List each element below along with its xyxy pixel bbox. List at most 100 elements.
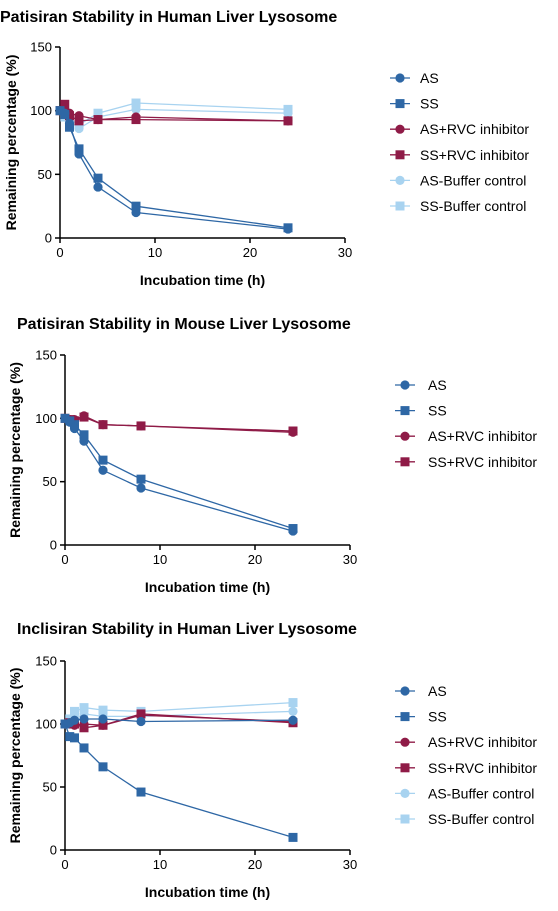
- y-tick-label: 50: [43, 780, 57, 795]
- chart-panel-patisiran-human: Patisiran Stability in Human Liver Lysos…: [0, 0, 558, 300]
- legend-marker: [400, 712, 410, 722]
- x-tick-label: 10: [153, 552, 167, 567]
- data-point-as: [65, 417, 75, 427]
- chart-inclisiran-human: Inclisiran Stability in Human Liver Lyso…: [7, 621, 537, 900]
- legend-item-as: AS: [390, 70, 439, 86]
- series-line-ss: [64, 723, 294, 839]
- y-axis-label: Remaining percentage (%): [3, 55, 19, 231]
- data-point-ss-buffer-control: [79, 703, 89, 713]
- data-point-ss: [74, 144, 84, 154]
- y-tick-label: 0: [50, 843, 57, 858]
- data-point-ss: [98, 762, 108, 772]
- data-point-as-buffer-control: [288, 706, 298, 716]
- data-point-as-rvc-inhibitor: [79, 411, 89, 421]
- chart-title: Inclisiran Stability in Human Liver Lyso…: [17, 621, 357, 638]
- data-point-as-rvc-inhibitor: [283, 116, 293, 126]
- data-point-ss: [136, 787, 146, 797]
- data-point-as-rvc-inhibitor: [131, 112, 141, 122]
- y-tick-label: 0: [45, 231, 52, 246]
- data-point-as-rvc-inhibitor: [98, 720, 108, 730]
- x-tick-label: 0: [56, 245, 63, 260]
- legend-marker: [395, 175, 405, 185]
- data-point-ss-buffer-control: [70, 706, 79, 716]
- legend-marker: [395, 124, 405, 134]
- legend-label: SS+RVC inhibitor: [428, 454, 537, 470]
- y-axis-label: Remaining percentage (%): [7, 362, 23, 538]
- series-line-ss: [59, 110, 289, 229]
- data-point-ss: [79, 743, 89, 753]
- legend-label: AS: [428, 377, 447, 393]
- legend-label: SS-Buffer control: [420, 198, 526, 214]
- chart-panel-patisiran-mouse: Patisiran Stability in Mouse Liver Lysos…: [0, 305, 558, 605]
- data-point-as: [74, 149, 84, 159]
- data-point-ss-rvc-inhibitor: [74, 116, 84, 126]
- legend-label: AS: [420, 70, 439, 86]
- y-tick-label: 150: [30, 40, 52, 55]
- x-axis-label: Incubation time (h): [140, 272, 265, 288]
- data-point-as: [93, 182, 103, 192]
- data-point-ss: [98, 455, 108, 465]
- legend-item-ss-rvc-inhibitor: SS+RVC inhibitor: [395, 760, 537, 776]
- series-ss: [55, 106, 293, 233]
- legend-item-ss-rvc-inhibitor: SS+RVC inhibitor: [395, 454, 537, 470]
- data-point-as: [69, 423, 80, 434]
- legend-item-ss: SS: [395, 403, 447, 419]
- chart-title: Patisiran Stability in Human Liver Lysos…: [0, 9, 337, 26]
- legend-item-as-rvc-inhibitor: AS+RVC inhibitor: [395, 428, 537, 444]
- legend-marker: [395, 201, 405, 211]
- data-point-as: [288, 526, 298, 536]
- legend-label: AS+RVC inhibitor: [428, 734, 537, 750]
- x-tick-label: 30: [338, 245, 352, 260]
- y-tick-label: 0: [50, 538, 57, 553]
- legend-marker: [400, 431, 410, 441]
- legend-item-ss: SS: [390, 96, 439, 112]
- series-ss-rvc-inhibitor: [60, 412, 298, 436]
- legend-item-ss: SS: [395, 709, 447, 725]
- y-tick-label: 150: [35, 654, 57, 669]
- legend-label: AS: [428, 683, 447, 699]
- chart-panel-inclisiran-human: Inclisiran Stability in Human Liver Lyso…: [0, 611, 558, 911]
- series-as: [60, 413, 298, 536]
- legend-marker: [400, 763, 410, 773]
- legend-item-as-rvc-inhibitor: AS+RVC inhibitor: [390, 121, 529, 137]
- legend-item-as-rvc-inhibitor: AS+RVC inhibitor: [395, 734, 537, 750]
- series-ss-buffer-control: [55, 98, 293, 130]
- y-tick-label: 50: [38, 167, 52, 182]
- legend-label: AS+RVC inhibitor: [428, 428, 537, 444]
- y-axis-label: Remaining percentage (%): [7, 668, 23, 844]
- legend-item-as: AS: [395, 377, 447, 393]
- series-line-ss: [64, 417, 294, 530]
- x-tick-label: 20: [248, 552, 262, 567]
- data-point-as: [64, 118, 75, 128]
- legend-marker: [400, 380, 410, 390]
- chart-title: Patisiran Stability in Mouse Liver Lysos…: [17, 316, 351, 333]
- data-point-as-rvc-inhibitor: [98, 420, 108, 430]
- legend-label: AS-Buffer control: [428, 785, 534, 801]
- legend-item-ss-buffer-control: SS-Buffer control: [390, 198, 526, 214]
- legend-label: SS+RVC inhibitor: [428, 760, 537, 776]
- legend-label: AS-Buffer control: [420, 172, 526, 188]
- data-point-as-rvc-inhibitor: [136, 710, 146, 720]
- data-point-as: [131, 207, 141, 218]
- data-point-ss-buffer-control: [288, 698, 298, 708]
- data-point-as: [98, 465, 108, 475]
- legend-marker: [395, 73, 405, 83]
- series-as-rvc-inhibitor: [55, 106, 293, 126]
- series-as-rvc-inhibitor: [60, 411, 298, 437]
- legend-marker: [400, 737, 410, 747]
- series-ss: [60, 719, 298, 842]
- x-tick-label: 0: [61, 552, 68, 567]
- data-point-as: [136, 483, 146, 493]
- data-point-as: [60, 108, 70, 118]
- data-point-as-buffer-control: [131, 104, 141, 114]
- series-as: [60, 714, 298, 729]
- legend-label: SS: [420, 96, 439, 112]
- data-point-as: [69, 715, 80, 725]
- y-tick-label: 100: [35, 411, 57, 426]
- legend: AS SS AS+RVC inhibitor SS+RVC inhibitor AS-B…: [395, 683, 537, 827]
- x-tick-label: 20: [248, 857, 262, 872]
- data-point-as: [288, 715, 298, 725]
- legend-marker: [395, 150, 405, 160]
- data-point-as-rvc-inhibitor: [74, 111, 84, 121]
- legend-label: AS+RVC inhibitor: [420, 121, 529, 137]
